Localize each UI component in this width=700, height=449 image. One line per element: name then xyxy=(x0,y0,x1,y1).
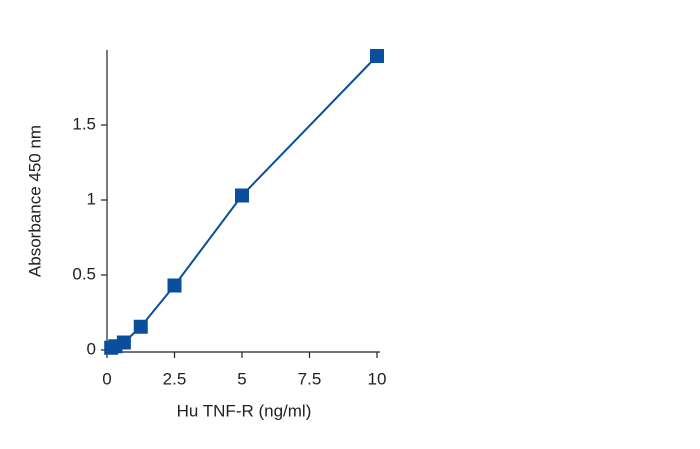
y-tick-label: 1.5 xyxy=(72,114,96,133)
data-marker xyxy=(116,335,131,350)
x-tick-label: 10 xyxy=(368,369,387,388)
data-marker xyxy=(370,49,384,63)
x-tick-label: 2.5 xyxy=(163,369,187,388)
x-tick-label: 7.5 xyxy=(298,369,322,388)
data-marker xyxy=(235,188,249,203)
x-tick-label: 5 xyxy=(237,369,246,388)
y-axis-label: Absorbance 450 nm xyxy=(25,125,44,277)
y-tick-label: 0 xyxy=(87,339,96,358)
y-tick-label: 1 xyxy=(87,189,96,208)
x-axis-label: Hu TNF-R (ng/ml) xyxy=(177,401,312,420)
data-marker xyxy=(167,278,182,293)
data-marker xyxy=(133,319,148,334)
x-tick-label: 0 xyxy=(102,369,111,388)
y-tick-label: 0.5 xyxy=(72,264,96,283)
